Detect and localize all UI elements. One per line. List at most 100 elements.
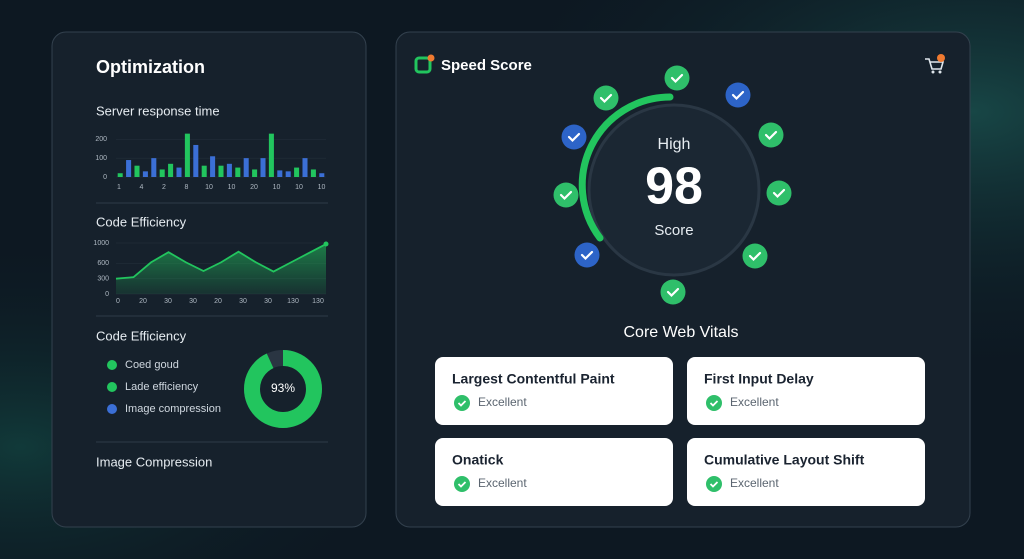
bar	[142, 171, 148, 177]
x-tick-label: 10	[295, 184, 303, 191]
bar	[310, 169, 316, 177]
bar	[176, 167, 182, 177]
vital-title: Cumulative Layout Shift	[704, 452, 865, 468]
x-tick-label: 10	[318, 184, 326, 191]
legend-label: Coed goud	[125, 359, 179, 371]
check-badge	[766, 180, 792, 206]
section-title: Code Efficiency	[96, 328, 187, 343]
bar	[210, 156, 216, 177]
check-mark	[764, 130, 778, 141]
check-mark	[748, 251, 762, 262]
gauge-arc	[578, 93, 674, 242]
check-badge	[725, 82, 751, 108]
bar	[260, 158, 266, 177]
y-tick-label: 200	[95, 136, 107, 143]
bar	[168, 163, 174, 177]
legend-label: Lade efficiency	[125, 381, 199, 393]
bar	[319, 173, 325, 177]
x-tick-label: 20	[139, 298, 147, 305]
bar	[117, 173, 123, 177]
x-tick-label: 1	[117, 184, 121, 191]
section-title: Image Compression	[96, 454, 212, 469]
x-tick-label: 10	[205, 184, 213, 191]
x-tick-label: 130	[287, 298, 299, 305]
legend-dot	[107, 404, 117, 414]
logo-icon	[414, 56, 432, 74]
vital-card	[435, 438, 673, 506]
x-tick-label: 20	[250, 184, 258, 191]
gauge-label: High	[658, 136, 691, 153]
check-mark	[670, 73, 684, 84]
x-tick-label: 30	[239, 298, 247, 305]
x-tick-label: 10	[273, 184, 281, 191]
x-tick-label: 30	[164, 298, 172, 305]
card-title: Speed Score	[441, 57, 532, 74]
check-mark	[731, 90, 745, 101]
bar	[159, 169, 165, 177]
x-tick-label: 130	[312, 298, 324, 305]
x-tick-label: 2	[162, 184, 166, 191]
section-title: Server response time	[96, 103, 220, 118]
vital-card	[687, 357, 925, 425]
x-tick-label: 4	[140, 184, 144, 191]
bar	[226, 163, 232, 177]
x-tick-label: 30	[189, 298, 197, 305]
check-mark	[457, 400, 467, 407]
bar	[302, 158, 308, 177]
x-tick-label: 8	[185, 184, 189, 191]
bar	[277, 170, 283, 177]
vital-status: Excellent	[730, 395, 779, 409]
gauge-score: 98	[645, 158, 703, 216]
check-mark	[567, 132, 581, 143]
cart-wheel	[931, 70, 935, 74]
cart-badge	[937, 54, 945, 62]
bar	[268, 133, 274, 177]
vital-title: Largest Contentful Paint	[452, 371, 615, 387]
logo-dot	[427, 54, 435, 62]
check-badge	[593, 85, 619, 111]
check-mark	[599, 93, 613, 104]
section-title: Code Efficiency	[96, 214, 187, 229]
check-mark	[580, 250, 594, 261]
check-badge	[561, 124, 587, 150]
status-icon	[706, 395, 722, 411]
bar	[201, 165, 207, 177]
vital-title: Onatick	[452, 452, 504, 468]
x-tick-label: 10	[228, 184, 236, 191]
legend-dot	[107, 382, 117, 392]
check-mark	[559, 190, 573, 201]
bar	[285, 171, 291, 177]
check-mark	[772, 188, 786, 199]
vital-status: Excellent	[730, 476, 779, 490]
y-tick-label: 300	[97, 276, 109, 283]
x-tick-label: 20	[214, 298, 222, 305]
gauge-face	[587, 103, 761, 277]
bar	[126, 160, 132, 177]
x-tick-label: 30	[264, 298, 272, 305]
check-badge	[574, 242, 600, 268]
cart-icon[interactable]	[925, 58, 945, 70]
bar	[294, 167, 300, 177]
cart-wheel	[938, 70, 942, 74]
bar	[235, 167, 241, 177]
bar	[218, 165, 224, 177]
gauge-label: Score	[654, 222, 693, 239]
donut-arc	[244, 350, 322, 428]
bar	[134, 165, 140, 177]
vital-status: Excellent	[478, 395, 527, 409]
legend-dot	[107, 360, 117, 370]
bar	[243, 158, 249, 177]
vital-status: Excellent	[478, 476, 527, 490]
check-mark	[457, 481, 467, 488]
y-tick-label: 600	[97, 260, 109, 267]
panel-title: Optimization	[96, 57, 205, 77]
area	[116, 244, 326, 294]
vital-card	[435, 357, 673, 425]
section-title: Core Web Vitals	[623, 324, 738, 341]
check-badge	[742, 243, 768, 269]
y-tick-label: 0	[105, 291, 109, 298]
status-icon	[706, 476, 722, 492]
check-badge	[664, 65, 690, 91]
